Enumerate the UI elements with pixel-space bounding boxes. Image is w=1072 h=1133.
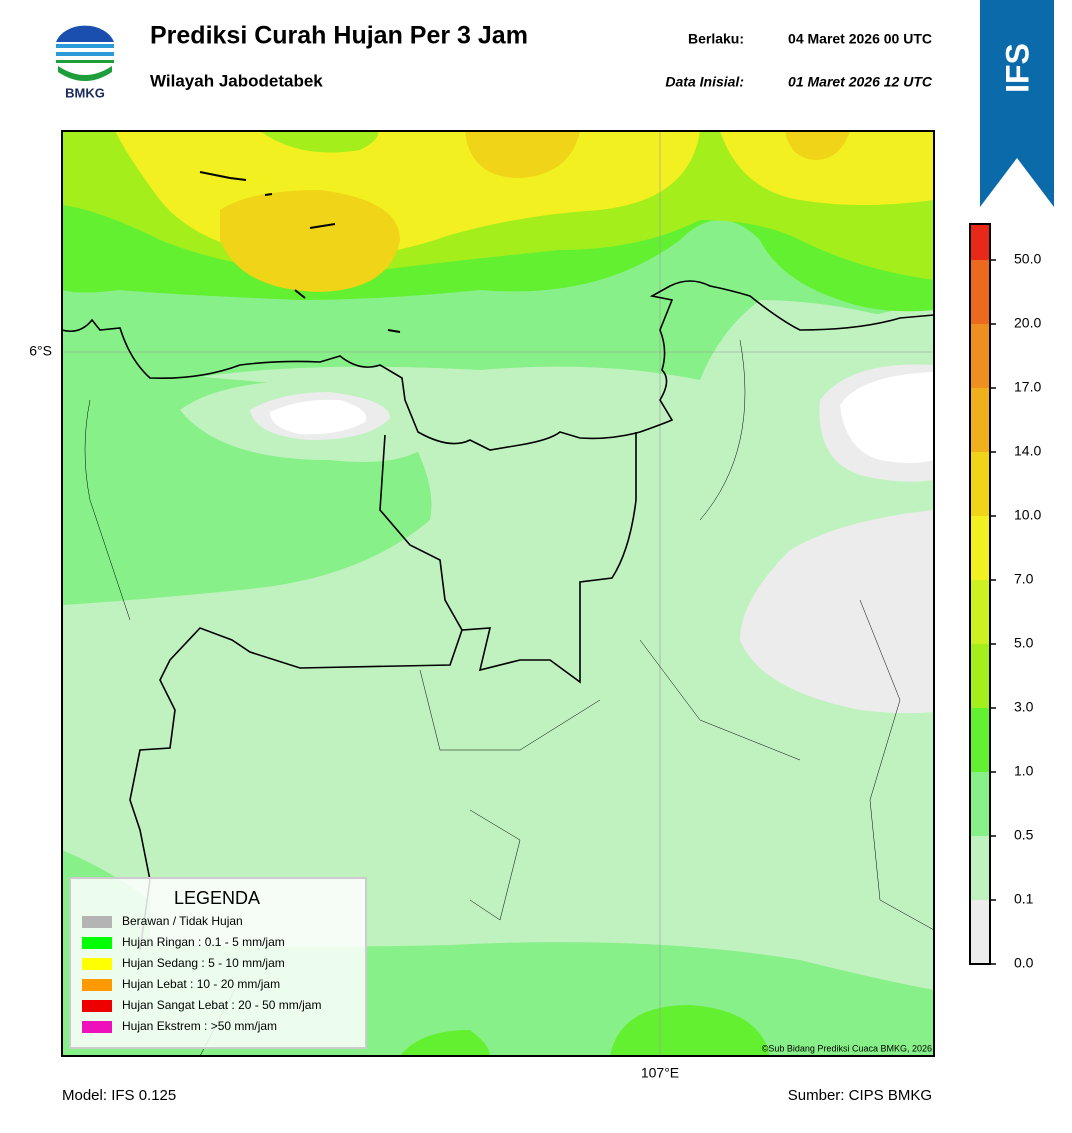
colorbar-label: 0.1 [1014, 891, 1034, 907]
colorbar-label: 0.5 [1014, 827, 1034, 843]
colorbar-segment [971, 260, 989, 324]
map-field [62, 131, 934, 1056]
title: Prediksi Curah Hujan Per 3 Jam [150, 22, 528, 50]
legend-label: Hujan Sedang : 5 - 10 mm/jam [122, 956, 285, 970]
colorbar-label: 10.0 [1014, 507, 1041, 523]
legend-title: LEGENDA [174, 888, 260, 908]
legend-label: Berawan / Tidak Hujan [122, 914, 243, 928]
colorbar-frame [969, 223, 991, 965]
init-label: Data Inisial: [665, 74, 744, 90]
colorbar-segment [971, 516, 989, 580]
legend-label: Hujan Sangat Lebat : 20 - 50 mm/jam [122, 998, 321, 1012]
model-badge [980, 0, 1054, 207]
colorbar-segment [971, 388, 989, 452]
map-frame [61, 130, 935, 1057]
colorbar-segment [971, 580, 989, 644]
legend-label: Hujan Ringan : 0.1 - 5 mm/jam [122, 935, 285, 949]
valid-time: 04 Maret 2026 00 UTC [788, 31, 932, 47]
colorbar-label: 17.0 [1014, 379, 1041, 395]
init-time: 01 Maret 2026 12 UTC [788, 74, 933, 90]
colorbar-label: 1.0 [1014, 763, 1034, 779]
model-badge-text: IFS [999, 43, 1035, 93]
colorbar-label: 20.0 [1014, 315, 1041, 331]
footer-model: Model: IFS 0.125 [62, 1087, 176, 1104]
colorbar-label: 0.0 [1014, 955, 1034, 971]
legend-swatch [82, 937, 112, 949]
colorbar-segment [971, 644, 989, 708]
colorbar-segment [971, 900, 989, 964]
colorbar-label: 5.0 [1014, 635, 1034, 651]
colorbar-label: 7.0 [1014, 571, 1034, 587]
logo-text: BMKG [65, 85, 105, 100]
colorbar-segment [971, 452, 989, 516]
lon-label: 107°E [641, 1065, 679, 1081]
legend-swatch [82, 958, 112, 970]
legend-label: Hujan Ekstrem : >50 mm/jam [122, 1019, 277, 1033]
colorbar-segment [971, 324, 989, 388]
legend-swatch [82, 1000, 112, 1012]
lat-label: 6°S [29, 343, 52, 359]
subtitle: Wilayah Jabodetabek [150, 71, 323, 90]
colorbar-segment [971, 224, 989, 260]
colorbar-segment [971, 772, 989, 836]
legend-label: Hujan Lebat : 10 - 20 mm/jam [122, 977, 280, 991]
legend-swatch [82, 1021, 112, 1033]
colorbar-segment [971, 708, 989, 772]
bmkg-logo [56, 25, 114, 81]
credit: ©Sub Bidang Prediksi Cuaca BMKG, 2026 [762, 1043, 932, 1053]
colorbar-label: 50.0 [1014, 251, 1041, 267]
colorbar-label: 3.0 [1014, 699, 1034, 715]
valid-label: Berlaku: [688, 31, 744, 47]
footer-source: Sumber: CIPS BMKG [788, 1087, 932, 1104]
legend-swatch [82, 979, 112, 991]
colorbar-segment [971, 836, 989, 900]
legend-box [69, 877, 367, 1049]
colorbar-label: 14.0 [1014, 443, 1041, 459]
legend-swatch [82, 916, 112, 928]
